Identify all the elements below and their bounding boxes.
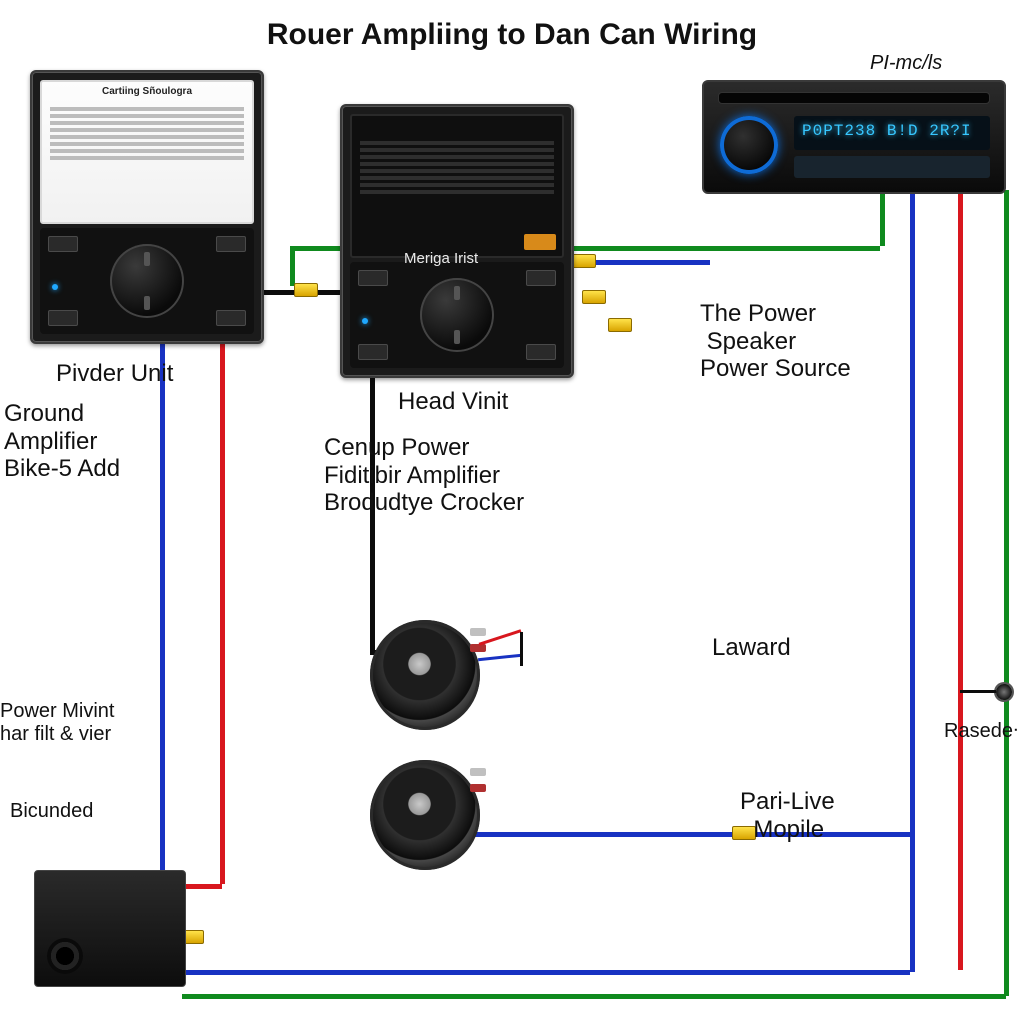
amp-port-icon: [47, 938, 83, 974]
rotary-knob-icon: [110, 244, 184, 318]
label-rasede: Rasedeᐧ: [944, 720, 1018, 743]
pivder-unit-screen-body: [50, 104, 244, 216]
label-pimcls: PI-mc/ls: [870, 52, 942, 75]
label-ground-amp: Ground Amplifier Bike-5 Add: [4, 400, 120, 483]
label-cenup: Cenup Power Fiditibir Amplifier Brodudty…: [324, 434, 524, 517]
speaker-terminal-icon: [470, 644, 486, 652]
wire-red: [958, 190, 963, 970]
wire-blue: [468, 832, 910, 837]
wire-green: [1004, 968, 1009, 996]
rca-connector-icon: [582, 290, 606, 304]
wire-blue: [910, 190, 915, 832]
speaker-lead: [520, 632, 523, 666]
amplifier-box: [34, 870, 186, 987]
stereo-button-row: [794, 156, 990, 178]
label-the-power: The Power Speaker Power Source: [700, 300, 851, 383]
label-power-mint: Power Mivint har filt & vier: [0, 700, 114, 746]
label-head-vinit: Head Vinit: [398, 388, 508, 416]
pivder-unit-screen-title: Cartiing Sñoulogra: [48, 86, 246, 97]
speaker-terminal-icon: [470, 628, 486, 636]
wire-green: [880, 190, 885, 246]
speaker-lead: [478, 654, 522, 662]
speaker-terminal-icon: [470, 784, 486, 792]
plug-lead: [960, 690, 996, 693]
head-unit-screen: [350, 114, 564, 258]
stereo-dial-icon: [720, 116, 778, 174]
rca-connector-icon: [608, 318, 632, 332]
head-unit-panel: [350, 262, 564, 368]
label-bicunded: Bicunded: [10, 800, 93, 823]
label-laward: Laward: [712, 634, 791, 662]
pivder-unit-panel: [40, 228, 254, 334]
pivder-unit: Cartiing Sñoulogra: [30, 70, 264, 344]
wire-blue: [910, 832, 915, 972]
wire-green: [290, 246, 295, 286]
diagram-canvas: Rouer Ampliing to Dan Can Wiring Cartiin…: [0, 0, 1024, 1024]
rca-connector-icon: [294, 283, 318, 297]
speaker-top: [370, 620, 480, 730]
orange-badge-icon: [524, 234, 556, 250]
label-pivder-unit: Pivder Unit: [56, 360, 173, 388]
rca-connector-icon: [572, 254, 596, 268]
wire-green: [1004, 190, 1009, 970]
pivder-unit-screen: Cartiing Sñoulogra: [40, 80, 254, 224]
jack-plug-icon: [996, 684, 1012, 700]
wire-red: [220, 316, 225, 884]
cd-slot-icon: [718, 92, 990, 104]
car-stereo: P0PT238 B!D 2R?I: [702, 80, 1006, 194]
diagram-title: Rouer Ampliing to Dan Can Wiring: [0, 18, 1024, 52]
wire-blue: [160, 970, 910, 975]
meriga-label: Meriga Irist: [404, 250, 478, 267]
stereo-lcd: P0PT238 B!D 2R?I: [794, 116, 990, 150]
head-unit: [340, 104, 574, 378]
speaker-terminal-icon: [470, 768, 486, 776]
speaker-bottom: [370, 760, 480, 870]
wire-green: [182, 994, 1006, 999]
rotary-knob-icon: [420, 278, 494, 352]
label-parilive: Pari-Live Mopile: [740, 788, 835, 843]
